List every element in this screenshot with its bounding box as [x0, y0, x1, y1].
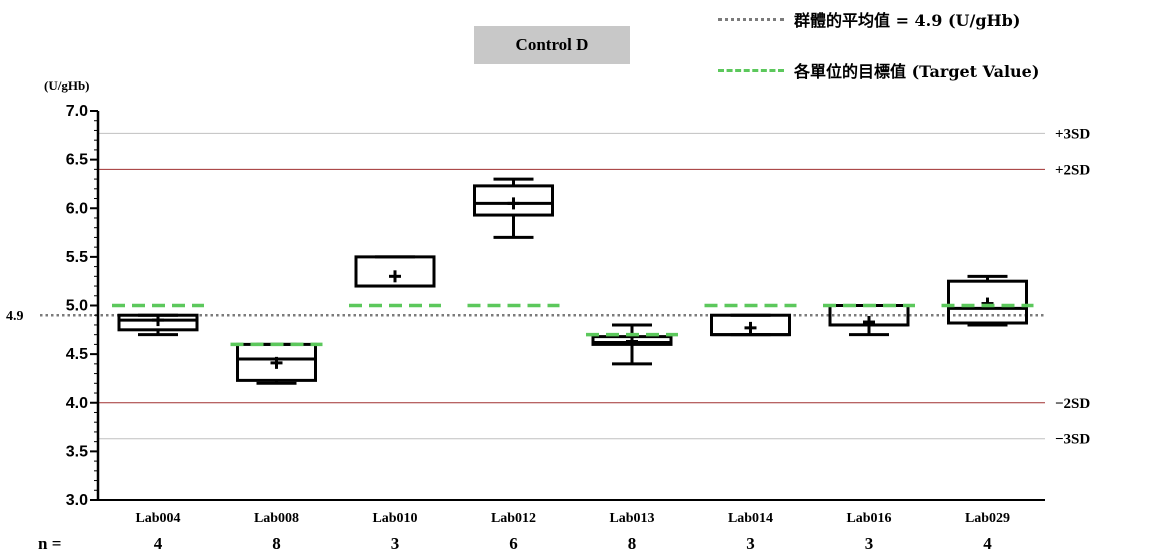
- legend-label-target: 各單位的目標值 (Target Value): [794, 62, 1040, 81]
- box-Lab014: [710, 313, 791, 337]
- y-tick-label-1: 3.5: [66, 443, 88, 460]
- box-Lab016: [828, 304, 910, 337]
- sd-label-2: −2SD: [1055, 396, 1090, 412]
- box-Lab012: [473, 177, 554, 239]
- n-value-Lab012: 6: [509, 534, 518, 553]
- n-value-Lab010: 3: [391, 534, 400, 553]
- legend-label-group-mean: 群體的平均值 = 4.9 (U/gHb): [794, 11, 1021, 30]
- group-mean-label: 4.9: [6, 309, 24, 324]
- n-value-Lab013: 8: [628, 534, 637, 553]
- box-Lab013: [591, 323, 673, 366]
- x-tick-label-Lab012: Lab012: [491, 511, 536, 526]
- y-axis-unit: (U/gHb): [44, 78, 90, 93]
- legend-item-group-mean: 群體的平均值 = 4.9 (U/gHb): [718, 7, 1020, 31]
- legend-item-target: 各單位的目標值 (Target Value): [718, 58, 1039, 82]
- n-label: n =: [38, 534, 61, 553]
- box-Lab008: [236, 342, 317, 385]
- sd-label-1: +2SD: [1055, 162, 1090, 178]
- box-body: [473, 184, 554, 217]
- reference-lines: +3SD +2SD −2SD −3SD 4.9: [6, 126, 1090, 447]
- n-value-Lab008: 8: [272, 534, 281, 553]
- legend-dotted-swatch: [718, 17, 784, 21]
- x-tick-label-Lab008: Lab008: [254, 511, 299, 526]
- box-Lab004: [117, 313, 199, 337]
- x-tick-label-Lab004: Lab004: [135, 511, 180, 526]
- sd-label-3: −3SD: [1055, 432, 1090, 448]
- n-value-Lab029: 4: [983, 534, 992, 553]
- n-value-Lab004: 4: [154, 534, 163, 553]
- boxes: [117, 177, 1028, 385]
- x-tick-label-Lab029: Lab029: [965, 511, 1010, 526]
- y-tick-label-7: 6.5: [66, 152, 88, 169]
- box-body: [947, 279, 1028, 325]
- target-markers: [112, 303, 1034, 347]
- chart-title: Control D: [474, 26, 630, 64]
- n-value-Lab014: 3: [746, 534, 755, 553]
- box-Lab029: [947, 274, 1028, 327]
- axis-labels: Lab004 4 Lab008 8 Lab010 3 Lab012 6 Lab013 8 Lab01…: [38, 511, 1010, 553]
- box-Lab010: [354, 255, 436, 288]
- y-tick-label-0: 3.0: [66, 492, 88, 509]
- x-tick-label-Lab016: Lab016: [846, 511, 891, 526]
- sd-label-0: +3SD: [1055, 126, 1090, 142]
- y-tick-label-2: 4.0: [66, 395, 88, 412]
- y-tick-label-3: 4.5: [66, 346, 88, 363]
- y-tick-label-6: 6.0: [66, 200, 88, 217]
- y-tick-label-5: 5.5: [66, 249, 88, 266]
- x-tick-label-Lab010: Lab010: [372, 511, 417, 526]
- n-value-Lab016: 3: [865, 534, 874, 553]
- y-tick-label-4: 5.0: [66, 298, 88, 315]
- y-axis: 3.0 3.5 4.0 4.5 5.0 5.5 6.0 6.5 7.0 (U/gHb): [44, 78, 1045, 509]
- y-tick-label-8: 7.0: [66, 103, 88, 120]
- x-tick-label-Lab013: Lab013: [609, 511, 654, 526]
- x-tick-label-Lab014: Lab014: [728, 511, 773, 526]
- legend-dashed-swatch: [718, 68, 784, 72]
